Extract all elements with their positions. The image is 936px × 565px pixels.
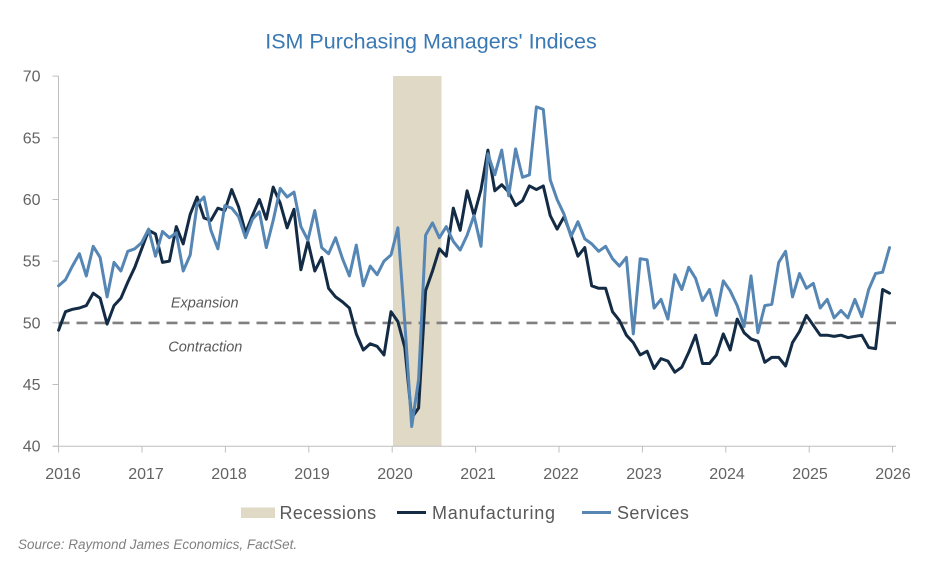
svg-text:2023: 2023 bbox=[626, 466, 662, 483]
svg-text:2016: 2016 bbox=[45, 466, 81, 483]
svg-text:2019: 2019 bbox=[294, 466, 330, 483]
svg-text:Expansion: Expansion bbox=[171, 296, 239, 312]
svg-text:Source: Raymond James Economic: Source: Raymond James Economics, FactSet… bbox=[18, 537, 297, 552]
svg-text:ISM Purchasing Managers' Indic: ISM Purchasing Managers' Indices bbox=[265, 30, 597, 54]
svg-text:2026: 2026 bbox=[875, 466, 911, 483]
svg-text:2021: 2021 bbox=[460, 466, 496, 483]
svg-text:2022: 2022 bbox=[543, 466, 579, 483]
svg-text:2017: 2017 bbox=[128, 466, 164, 483]
svg-text:2020: 2020 bbox=[377, 466, 413, 483]
svg-text:55: 55 bbox=[23, 254, 41, 271]
svg-text:70: 70 bbox=[23, 69, 41, 86]
svg-text:Services: Services bbox=[617, 503, 689, 523]
svg-text:50: 50 bbox=[23, 315, 41, 332]
svg-text:2018: 2018 bbox=[211, 466, 247, 483]
svg-text:2025: 2025 bbox=[792, 466, 828, 483]
svg-text:Contraction: Contraction bbox=[168, 340, 242, 356]
svg-text:2024: 2024 bbox=[709, 466, 745, 483]
svg-text:65: 65 bbox=[23, 130, 41, 147]
svg-text:Recessions: Recessions bbox=[280, 503, 377, 523]
svg-text:40: 40 bbox=[23, 439, 41, 456]
svg-text:60: 60 bbox=[23, 192, 41, 209]
svg-text:45: 45 bbox=[23, 377, 41, 394]
svg-text:Manufacturing: Manufacturing bbox=[432, 503, 556, 523]
